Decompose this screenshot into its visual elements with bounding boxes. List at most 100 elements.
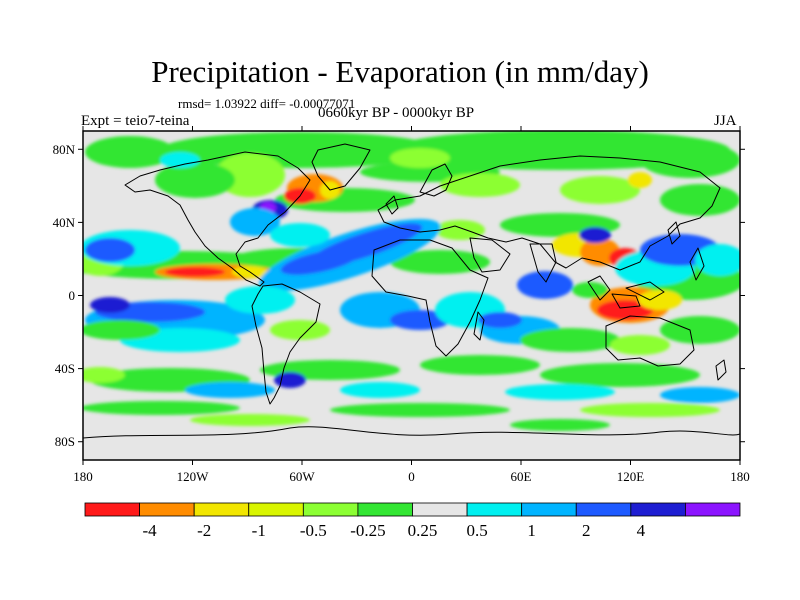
contour-region xyxy=(90,297,130,313)
coastlines xyxy=(83,143,740,439)
contour-region xyxy=(640,142,740,178)
contour-region xyxy=(540,363,700,387)
lon-tick-label: 180 xyxy=(73,469,93,484)
contour-region xyxy=(225,286,295,314)
contour-region xyxy=(660,316,740,344)
colorbar-label: -0.25 xyxy=(350,521,385,540)
contour-region xyxy=(390,250,490,274)
lon-tick-label: 60E xyxy=(511,469,532,484)
experiment-label: Expt = teio7-teina xyxy=(81,113,190,129)
contour-region xyxy=(435,220,485,240)
contour-region xyxy=(270,320,330,340)
colorbar-label: -2 xyxy=(197,521,211,540)
contour-region xyxy=(185,382,275,398)
contour-region xyxy=(270,223,330,247)
contour-region xyxy=(572,282,608,298)
coastline-path xyxy=(605,315,695,367)
coastline-path xyxy=(311,143,371,191)
lon-tick-label: 180 xyxy=(730,469,750,484)
contour-region xyxy=(517,271,573,299)
coastline-path xyxy=(377,155,721,271)
coastline-path xyxy=(385,195,399,215)
contour-region xyxy=(83,401,240,415)
antarctica-coastline xyxy=(83,426,740,439)
colorbar-label: 0.5 xyxy=(466,521,487,540)
colorbar-swatch xyxy=(139,502,195,517)
lon-tick-label: 0 xyxy=(408,469,415,484)
coastline-path xyxy=(419,163,453,197)
contour-region xyxy=(160,152,200,168)
latitude-axis: 80N 40N 0 40S 80S xyxy=(53,142,745,449)
contour-region xyxy=(280,249,360,275)
colorbar-label: -1 xyxy=(252,521,266,540)
coastline-path xyxy=(689,247,705,281)
contour-region xyxy=(390,310,450,330)
contour-region xyxy=(660,184,740,216)
coastline-path xyxy=(667,221,681,245)
coastline-path xyxy=(587,275,611,301)
contour-region xyxy=(597,300,653,320)
contour-region xyxy=(230,208,280,236)
colorbar-swatch xyxy=(521,502,577,517)
colorbar-label: 1 xyxy=(527,521,536,540)
lon-tick-label: 120W xyxy=(177,469,210,484)
lon-tick-label: 120E xyxy=(617,469,645,484)
coastline-path xyxy=(251,283,321,405)
colorbar-label: -0.5 xyxy=(300,521,327,540)
lat-tick-label: 80S xyxy=(55,434,75,449)
period-text: 0660kyr BP - 0000kyr BP xyxy=(318,105,475,121)
contour-region xyxy=(155,162,235,198)
coastline-path xyxy=(529,243,557,283)
colorbar-label: 4 xyxy=(637,521,646,540)
longitude-axis: 180 120W 60W 0 60E 120E 180 xyxy=(73,126,750,484)
contour-fields xyxy=(83,131,740,431)
contour-region xyxy=(580,403,720,417)
colorbar-swatch xyxy=(302,502,359,517)
colorbar-swatch xyxy=(412,502,468,517)
contour-region xyxy=(83,367,125,383)
colorbar: -4 -2 -1 -0.5 -0.25 0.25 0.5 1 2 4 xyxy=(84,502,741,540)
contour-region xyxy=(478,312,522,328)
coastline-path xyxy=(473,311,485,341)
coastline-path xyxy=(625,281,665,301)
contour-region xyxy=(330,403,510,417)
contour-region xyxy=(579,227,611,243)
contour-region xyxy=(610,335,670,355)
colorbar-label: 2 xyxy=(582,521,591,540)
contour-region xyxy=(420,355,540,375)
contour-region xyxy=(340,382,420,398)
contour-region xyxy=(165,267,225,277)
colorbar-swatch xyxy=(466,502,523,517)
contour-region xyxy=(274,372,306,388)
colorbar-swatch xyxy=(575,502,632,517)
colorbar-swatch xyxy=(248,502,304,517)
contour-region xyxy=(628,172,652,188)
contour-region xyxy=(190,414,310,426)
contour-region xyxy=(505,384,615,400)
colorbar-label: -4 xyxy=(142,521,157,540)
season-label: JJA xyxy=(714,113,737,129)
contour-region xyxy=(520,328,620,352)
colorbar-swatch xyxy=(84,502,140,517)
coastline-path xyxy=(611,293,641,309)
coastline-path xyxy=(371,239,489,357)
contour-region xyxy=(83,320,160,340)
map-plot-area xyxy=(82,130,741,461)
contour-region xyxy=(85,238,135,262)
lat-tick-label: 0 xyxy=(69,288,76,303)
map-title: Precipitation - Evaporation (in mm/day) xyxy=(151,54,649,89)
contour-region xyxy=(695,244,740,276)
lat-tick-label: 40N xyxy=(53,215,76,230)
contour-region xyxy=(85,136,175,168)
lat-tick-label: 40S xyxy=(55,361,75,376)
stats-text: rmsd= 1.03922 diff= -0.00077071 xyxy=(178,96,356,111)
colorbar-swatch xyxy=(357,502,413,517)
coastline-path xyxy=(124,151,311,287)
contour-region xyxy=(638,290,682,310)
colorbar-swatch xyxy=(630,502,686,517)
colorbar-swatch xyxy=(685,502,741,517)
colorbar-label: 0.25 xyxy=(408,521,438,540)
coastline-path xyxy=(469,237,511,273)
contour-region xyxy=(560,176,640,204)
